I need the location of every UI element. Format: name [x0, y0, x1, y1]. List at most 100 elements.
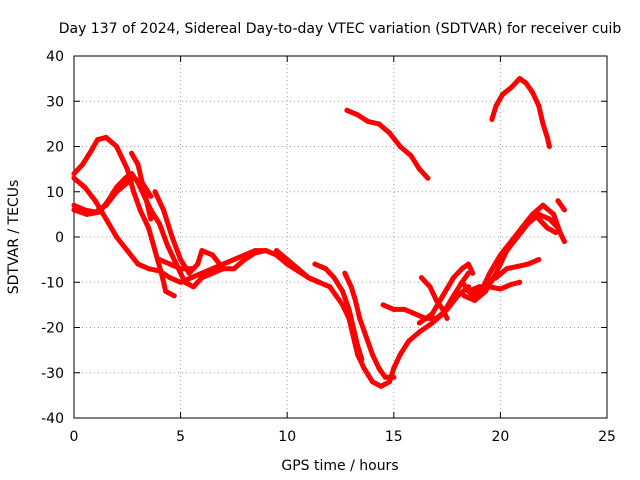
data-point: [135, 162, 141, 168]
plot-frame: [73, 55, 608, 419]
data-point: [370, 352, 375, 358]
data-point: [546, 144, 552, 149]
series-arc-19: [489, 76, 552, 149]
data-point: [167, 261, 173, 267]
data-point: [525, 261, 531, 267]
data-point: [161, 207, 166, 213]
series-arc-11: [344, 107, 431, 181]
data-point: [412, 311, 418, 317]
data-point: [500, 92, 505, 97]
data-point: [470, 270, 476, 276]
data-point: [504, 266, 510, 272]
data-point: [144, 198, 149, 204]
data-point: [71, 202, 77, 208]
data-point: [544, 134, 550, 140]
data-point: [284, 257, 290, 263]
data-point: [376, 365, 382, 371]
data-point: [95, 137, 100, 143]
data-point: [459, 279, 465, 285]
data-point: [391, 306, 397, 312]
data-point: [489, 116, 495, 122]
data-point: [178, 257, 184, 263]
data-point: [188, 266, 194, 272]
data-point: [444, 315, 450, 321]
y-axis-label: SDTVAR / TECUs: [6, 180, 22, 295]
data-point: [105, 198, 111, 204]
data-point: [408, 153, 414, 159]
y-tick-label: 30: [46, 94, 64, 110]
data-point: [380, 302, 386, 308]
data-point: [455, 293, 461, 299]
data-point: [387, 130, 392, 136]
data-point: [416, 320, 422, 326]
data-point: [429, 311, 435, 317]
data-point: [331, 275, 337, 281]
data-point: [178, 266, 184, 272]
data-point: [316, 279, 322, 285]
data-point: [169, 234, 175, 240]
y-tick-label: -10: [41, 275, 64, 291]
series-arc-20: [536, 216, 559, 235]
data-point: [483, 288, 488, 294]
data-point: [88, 148, 94, 154]
data-point: [416, 329, 422, 335]
series-arc-21: [555, 198, 567, 213]
data-point: [497, 286, 503, 292]
data-point: [440, 293, 446, 299]
data-point: [433, 315, 439, 321]
data-point: [92, 198, 98, 204]
data-point: [148, 216, 154, 222]
data-point: [129, 171, 135, 177]
data-point: [103, 216, 109, 222]
data-point: [148, 193, 154, 199]
data-point: [391, 365, 397, 371]
data-point: [357, 315, 363, 321]
series-arc-10: [342, 270, 397, 380]
series-arc-18: [465, 279, 523, 294]
data-point: [391, 374, 397, 380]
y-tick-label: -30: [41, 366, 64, 382]
data-point: [416, 166, 422, 172]
data-point: [517, 76, 523, 82]
data-point: [493, 103, 499, 109]
data-point: [344, 107, 350, 113]
data-point: [419, 275, 424, 281]
x-axis-label: GPS time / hours: [281, 458, 398, 474]
data-point: [80, 162, 85, 168]
data-point: [340, 288, 346, 294]
data-point: [517, 279, 523, 285]
data-point: [146, 225, 152, 231]
data-point: [363, 334, 369, 340]
y-tick-label: -20: [41, 321, 64, 337]
data-point: [114, 234, 120, 240]
data-point: [152, 248, 158, 254]
data-point: [402, 306, 407, 312]
data-point: [242, 257, 248, 263]
data-point: [163, 288, 169, 294]
data-point: [359, 356, 365, 362]
data-point: [508, 282, 514, 287]
data-point: [327, 284, 333, 290]
data-point: [342, 270, 348, 276]
data-point: [465, 261, 471, 267]
data-point: [71, 175, 77, 181]
data-point: [312, 261, 318, 267]
data-point: [515, 234, 520, 240]
chart-title: Day 137 of 2024, Sidereal Day-to-day VTE…: [59, 21, 622, 37]
series-line: [461, 211, 561, 303]
data-point: [355, 343, 361, 349]
y-tick-label: -40: [41, 411, 64, 427]
data-point: [555, 225, 561, 231]
x-tick-label: 25: [598, 429, 616, 445]
data-point: [465, 288, 471, 294]
data-point: [131, 189, 137, 195]
data-point: [182, 279, 188, 285]
series-line: [156, 257, 194, 272]
data-point: [103, 134, 109, 140]
data-point: [188, 275, 194, 281]
data-point: [536, 257, 542, 263]
y-tick-label: 10: [46, 185, 64, 201]
data-point: [82, 184, 88, 190]
data-point: [340, 302, 346, 308]
data-point: [167, 275, 173, 281]
